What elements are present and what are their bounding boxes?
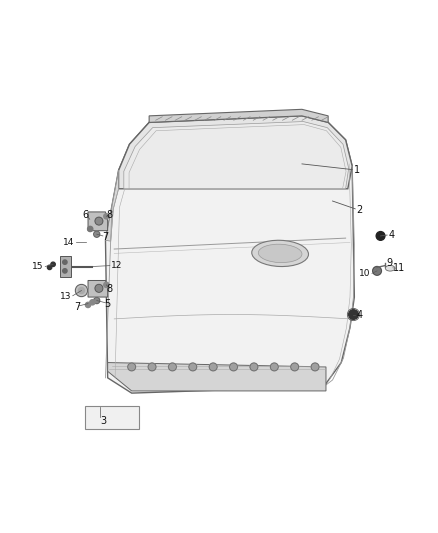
Circle shape <box>209 363 217 371</box>
Text: 14: 14 <box>63 238 74 247</box>
Ellipse shape <box>252 240 308 266</box>
Text: 15: 15 <box>32 262 43 271</box>
Text: 4: 4 <box>357 310 363 320</box>
Text: 10: 10 <box>360 269 371 278</box>
Text: 2: 2 <box>357 205 363 215</box>
Circle shape <box>47 265 52 270</box>
Circle shape <box>230 363 237 371</box>
Ellipse shape <box>385 265 395 271</box>
Circle shape <box>104 214 109 219</box>
Polygon shape <box>119 116 352 189</box>
Polygon shape <box>124 122 349 189</box>
FancyBboxPatch shape <box>85 406 139 429</box>
Circle shape <box>169 363 177 371</box>
Polygon shape <box>60 256 71 277</box>
Circle shape <box>78 287 85 294</box>
Circle shape <box>250 363 258 371</box>
Circle shape <box>376 231 385 240</box>
Text: 11: 11 <box>393 263 405 273</box>
Text: 7: 7 <box>74 302 80 312</box>
Polygon shape <box>106 116 354 393</box>
Text: 3: 3 <box>100 416 106 426</box>
Circle shape <box>75 285 88 297</box>
Text: 9: 9 <box>386 259 392 269</box>
Text: 5: 5 <box>105 298 111 309</box>
Circle shape <box>349 310 358 319</box>
Circle shape <box>51 262 55 266</box>
Circle shape <box>270 363 278 371</box>
Text: 8: 8 <box>107 284 113 294</box>
Circle shape <box>85 302 91 308</box>
Polygon shape <box>108 362 326 391</box>
Text: 7: 7 <box>102 232 109 242</box>
Circle shape <box>104 282 109 287</box>
Text: 12: 12 <box>111 261 122 270</box>
Polygon shape <box>106 171 119 241</box>
Circle shape <box>189 363 197 371</box>
Circle shape <box>94 297 100 304</box>
Circle shape <box>373 266 381 275</box>
Circle shape <box>95 285 103 292</box>
Polygon shape <box>88 212 108 231</box>
Circle shape <box>90 300 95 305</box>
Circle shape <box>148 363 156 371</box>
Text: 8: 8 <box>107 210 113 220</box>
Text: 1: 1 <box>354 165 360 175</box>
Circle shape <box>94 231 100 237</box>
Circle shape <box>311 363 319 371</box>
Text: 6: 6 <box>83 210 89 220</box>
Polygon shape <box>149 109 328 123</box>
Circle shape <box>63 269 67 273</box>
Circle shape <box>88 227 93 231</box>
Text: 4: 4 <box>389 230 395 240</box>
Circle shape <box>128 363 136 371</box>
Ellipse shape <box>258 244 302 263</box>
Polygon shape <box>88 280 108 297</box>
Circle shape <box>95 217 103 225</box>
Circle shape <box>63 260 67 264</box>
Circle shape <box>291 363 299 371</box>
Text: 13: 13 <box>60 292 72 301</box>
